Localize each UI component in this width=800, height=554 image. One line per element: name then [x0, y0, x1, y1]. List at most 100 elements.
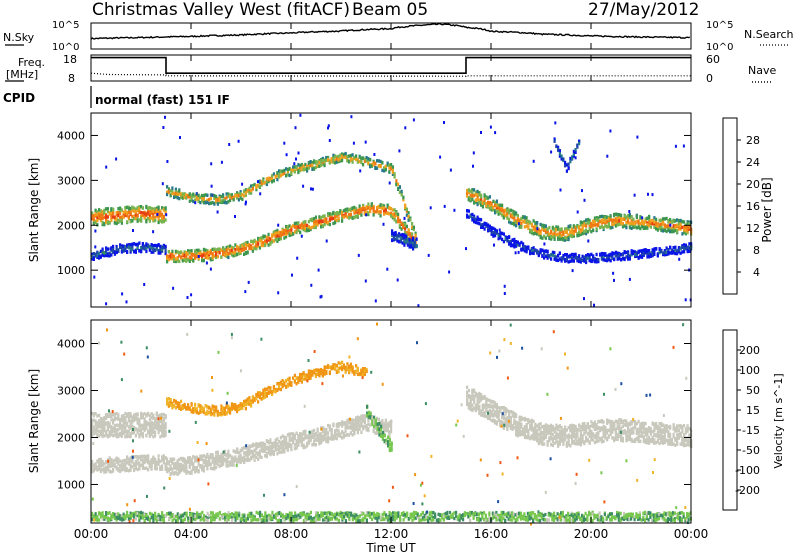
echo-cell — [119, 433, 122, 437]
echo-cell — [495, 209, 498, 214]
echo-cell — [105, 467, 108, 471]
echo-cell — [194, 409, 197, 413]
echo-cell — [264, 239, 267, 243]
echo-cell — [304, 225, 307, 229]
echo-cell — [248, 189, 251, 193]
power-colorbar-label: Power [dB] — [760, 177, 774, 242]
echo-cell — [101, 429, 104, 433]
echo-cell — [119, 417, 122, 422]
echo-cell — [334, 158, 337, 163]
echo-cell — [567, 233, 570, 237]
echo-cell — [181, 259, 184, 263]
echo-cell — [216, 409, 219, 414]
echo-cell — [248, 452, 251, 456]
echo-cell — [355, 422, 358, 426]
echo-cell — [328, 215, 331, 219]
echo-cell — [402, 223, 405, 227]
echo-cell — [339, 157, 342, 161]
echo-cell — [635, 226, 638, 230]
echo-cell — [365, 213, 368, 217]
echo-cell — [178, 406, 181, 411]
echo-cell — [497, 209, 500, 213]
echo-cell — [157, 251, 160, 255]
echo-cell — [243, 457, 246, 461]
echo-cell — [279, 233, 282, 238]
echo-cell — [327, 437, 330, 441]
echo-cell — [124, 416, 127, 420]
echo-cell — [620, 258, 623, 262]
echo-cell — [278, 440, 281, 444]
echo-cell — [253, 182, 256, 187]
echo-cell — [292, 432, 295, 436]
echo-cell — [665, 252, 668, 257]
echo-cell — [314, 223, 317, 227]
echo-cell — [155, 462, 158, 467]
echo-cell — [187, 470, 190, 474]
echo-cell — [328, 139, 331, 142]
echo-cell — [579, 259, 582, 263]
echo-cell — [593, 303, 595, 307]
echo-cell — [106, 434, 109, 438]
echo-cell — [99, 463, 102, 468]
echo-cell — [667, 228, 670, 232]
echo-cell — [141, 423, 144, 427]
echo-cell — [136, 467, 139, 472]
echo-cell — [379, 421, 382, 426]
echo-cell — [665, 216, 668, 221]
echo-cell — [328, 428, 331, 432]
echo-cell — [376, 430, 379, 434]
echo-cell — [115, 244, 118, 249]
echo-cell — [571, 252, 574, 257]
echo-cell — [332, 156, 335, 160]
echo-cell — [147, 468, 150, 472]
echo-cell — [257, 184, 260, 188]
echo-cell — [185, 468, 188, 472]
echo-cell — [670, 248, 673, 252]
echo-cell — [623, 250, 626, 254]
echo-cell — [546, 256, 549, 260]
echo-cell — [129, 206, 132, 211]
echo-cell — [397, 186, 400, 191]
echo-cell — [369, 423, 372, 427]
echo-cell — [244, 191, 247, 195]
echo-cell — [278, 444, 281, 449]
echo-cell — [304, 220, 307, 224]
echo-cell — [571, 269, 574, 273]
echo-cell — [372, 206, 375, 210]
echo-cell — [101, 250, 104, 254]
echo-cell — [150, 467, 153, 471]
echo-cell — [293, 230, 296, 234]
echo-cell — [490, 228, 493, 232]
echo-cell — [323, 222, 326, 227]
echo-cell — [293, 443, 296, 447]
echo-cell — [103, 419, 106, 424]
echo-cell — [225, 201, 228, 205]
echo-cell — [237, 251, 240, 256]
echo-cell — [147, 211, 150, 215]
echo-cell — [262, 234, 265, 238]
echo-cell — [506, 212, 509, 216]
echo-cell — [348, 419, 351, 424]
echo-cell — [251, 187, 254, 191]
echo-cell — [625, 216, 628, 220]
echo-cell — [133, 455, 136, 459]
echo-cell — [383, 209, 386, 213]
echo-cell — [216, 198, 219, 202]
echo-cell — [341, 154, 344, 158]
echo-cell — [351, 420, 354, 425]
echo-cell — [232, 456, 235, 461]
echo-cell — [309, 218, 312, 222]
echo-cell — [412, 247, 415, 251]
echo-cell — [225, 248, 228, 252]
echo-cell — [672, 249, 675, 254]
echo-cell — [591, 259, 594, 263]
echo-cell — [134, 417, 137, 421]
echo-cell — [672, 229, 675, 234]
echo-cell — [517, 222, 520, 226]
echo-cell — [131, 245, 134, 249]
echo-cell — [391, 208, 394, 212]
echo-cell — [558, 227, 561, 232]
echo-cell — [499, 207, 502, 211]
echo-cell — [511, 215, 514, 220]
echo-cell — [597, 218, 600, 223]
